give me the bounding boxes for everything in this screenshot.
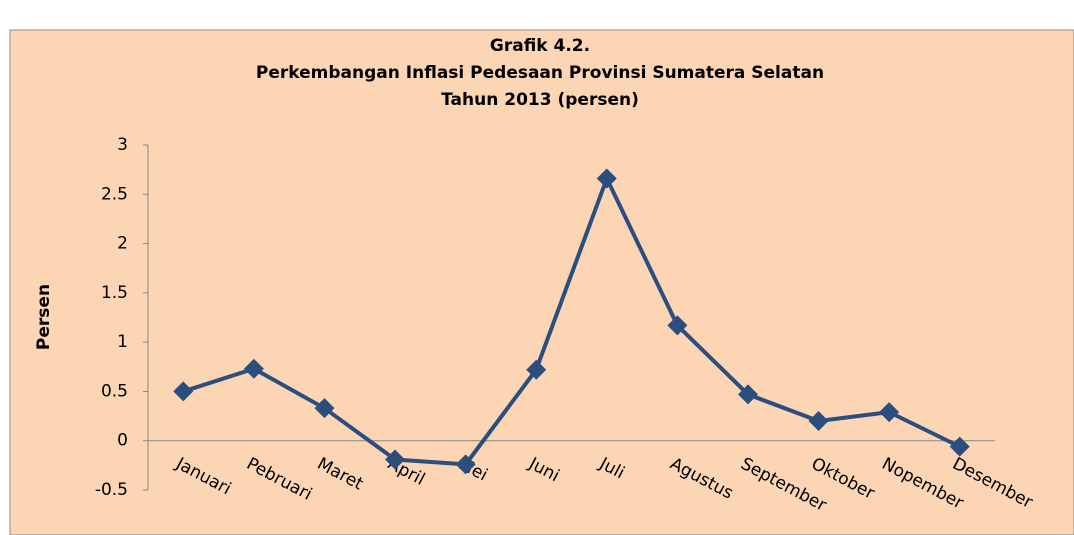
y-tick-label: 2.5: [101, 184, 128, 204]
marker: [314, 398, 335, 419]
line: [182, 176, 961, 467]
y-tick-label: 0.5: [101, 381, 128, 401]
marker: [737, 384, 758, 405]
marker: [949, 436, 970, 457]
chart-subtitle: Perkembangan Inflasi Pedesaan Provinsi S…: [256, 63, 824, 83]
chart-title: Grafik 4.2.: [490, 36, 590, 56]
marker: [243, 358, 264, 379]
y-tick-label: 0: [117, 431, 128, 451]
chart-background: [9, 29, 1074, 535]
y-tick-label: 2: [117, 234, 128, 254]
marker: [596, 168, 617, 189]
marker: [667, 315, 688, 336]
marker: [173, 381, 194, 402]
y-axis-label: Persen: [34, 284, 54, 350]
marker: [526, 359, 547, 380]
marker: [455, 454, 476, 475]
marker: [879, 402, 900, 423]
marker: [385, 449, 406, 470]
chart-subtitle: Tahun 2013 (persen): [441, 90, 639, 110]
y-tick-label: 1: [117, 332, 128, 352]
y-tick-label: 1.5: [101, 283, 128, 303]
marker: [808, 411, 829, 431]
y-tick-label: -0.5: [95, 480, 128, 500]
y-tick-label: 3: [117, 135, 128, 155]
